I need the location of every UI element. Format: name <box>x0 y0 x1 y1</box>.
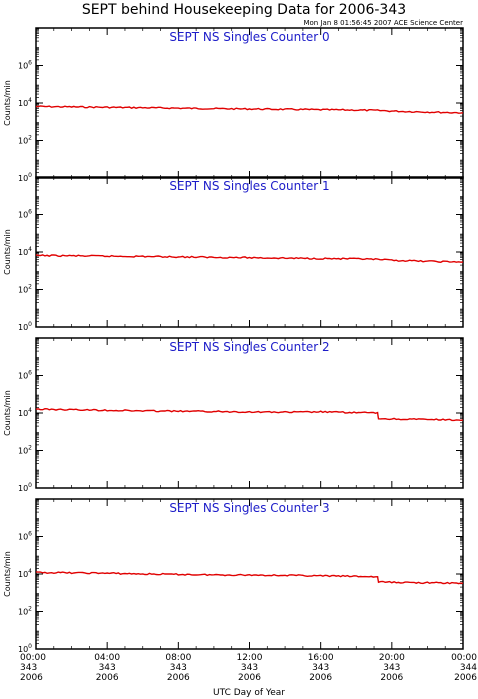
x-tick-time: 20:00 <box>379 653 405 663</box>
panel-title: SEPT NS Singles Counter 0 <box>169 30 329 44</box>
x-tick-doy: 343 <box>20 663 37 673</box>
counter-series-line <box>35 105 464 114</box>
y-tick-label: 106 <box>18 209 32 220</box>
x-axis-label: UTC Day of Year <box>213 688 285 698</box>
x-tick-time: 12:00 <box>237 653 263 663</box>
x-tick-time: 16:00 <box>308 653 334 663</box>
y-axis-label: Counts/min <box>3 551 12 597</box>
x-tick-year: 2006 <box>238 673 261 683</box>
counter-series-line <box>35 571 464 585</box>
x-tick-time: 08:00 <box>165 653 191 663</box>
y-axis-label: Counts/min <box>3 390 12 436</box>
x-tick-doy: 343 <box>99 663 116 673</box>
y-tick-label: 104 <box>18 97 32 108</box>
panel-0: 100 102 104 106 Counts/min SEPT NS Singles Co… <box>3 27 464 183</box>
y-tick-label: 100 <box>18 321 32 332</box>
panels-group: 100 102 104 106 Counts/min SEPT NS Singles Co… <box>3 27 477 683</box>
x-tick-doy: 343 <box>170 663 187 673</box>
y-tick-label: 102 <box>18 284 32 295</box>
y-axis-label: Counts/min <box>3 80 12 126</box>
panel-1: 100 102 104 106 Counts/min SEPT NS Singles Co… <box>3 176 464 332</box>
y-tick-label: 100 <box>18 482 32 493</box>
x-tick-time: 04:00 <box>94 653 120 663</box>
x-tick-doy: 343 <box>383 663 400 673</box>
chart-title: SEPT behind Housekeeping Data for 2006-3… <box>82 2 406 18</box>
x-tick-year: 2006 <box>167 673 190 683</box>
y-tick-label: 102 <box>18 606 32 617</box>
y-tick-label: 106 <box>18 531 32 542</box>
y-tick-label: 102 <box>18 135 32 146</box>
counter-series-line <box>35 407 464 422</box>
x-tick-year: 2006 <box>96 673 119 683</box>
x-tick-year: 2006 <box>20 673 43 683</box>
y-tick-label: 102 <box>18 445 32 456</box>
counter-series-line <box>35 254 464 264</box>
panel-frame <box>35 337 464 489</box>
y-axis-label: Counts/min <box>3 229 12 275</box>
panel-title: SEPT NS Singles Counter 2 <box>169 340 329 354</box>
y-tick-label: 104 <box>18 568 32 579</box>
x-tick-doy: 343 <box>312 663 329 673</box>
y-tick-label: 100 <box>18 643 32 654</box>
panel-2: 100 102 104 106 Counts/min SEPT NS Singles Co… <box>3 337 464 493</box>
x-tick-doy: 344 <box>460 663 477 673</box>
y-tick-label: 100 <box>18 172 32 183</box>
y-tick-label: 104 <box>18 246 32 257</box>
y-tick-label: 106 <box>18 60 32 71</box>
x-tick-year: 2006 <box>454 673 477 683</box>
panel-title: SEPT NS Singles Counter 1 <box>169 179 329 193</box>
generated-timestamp: Mon Jan 8 01:56:45 2007 ACE Science Cent… <box>303 19 463 27</box>
x-tick-year: 2006 <box>380 673 403 683</box>
panel-frame <box>35 176 464 328</box>
x-tick-time: 00:00 <box>20 653 46 663</box>
x-tick-time: 00:00 <box>451 653 477 663</box>
x-tick-year: 2006 <box>309 673 332 683</box>
y-tick-label: 106 <box>18 370 32 381</box>
panel-3: 100 102 104 106 Counts/min SEPT NS Singles Co… <box>3 498 464 654</box>
panel-title: SEPT NS Singles Counter 3 <box>169 501 329 515</box>
y-tick-label: 104 <box>18 407 32 418</box>
panel-frame <box>35 27 464 179</box>
x-tick-doy: 343 <box>241 663 258 673</box>
